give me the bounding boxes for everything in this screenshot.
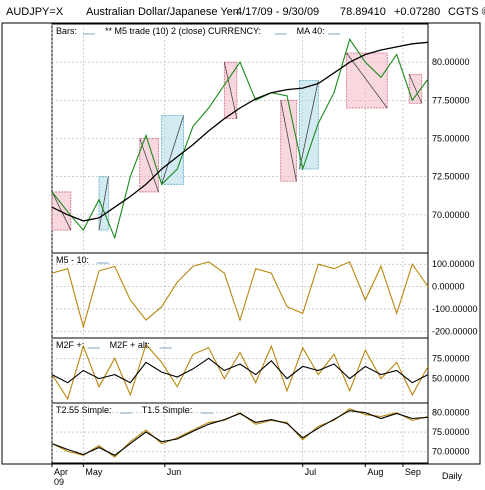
series-simple-1 <box>51 410 429 456</box>
legend-price-1: ** M5 trade (10) 2 (close) CURRENCY: <box>105 26 261 36</box>
ytick-m5-2: 0.00000 <box>432 282 465 292</box>
ytick-price-3: 77.50000 <box>432 95 470 105</box>
chart-header: AUDJPY=X Australian Dollar/Japanese Yen … <box>0 0 485 22</box>
legend-simple-1: T1.5 Simple: <box>142 405 193 415</box>
xtick-label-4: Aug <box>367 467 383 477</box>
ytick-price-2: 75.00000 <box>432 134 470 144</box>
date-range: 4/17/09 - 9/30/09 <box>236 6 320 18</box>
trade-line-4 <box>223 62 238 119</box>
trade-line-0 <box>51 191 72 231</box>
trade-line-7 <box>346 52 388 109</box>
symbol: AUDJPY=X <box>6 6 64 18</box>
legend-price-2: MA 40: <box>297 26 325 36</box>
xaxis-year: 09 <box>54 477 64 487</box>
series-m5-0 <box>51 261 429 329</box>
xtick-label-5: Sep <box>405 467 421 477</box>
ytick-price-4: 80.00000 <box>432 57 470 67</box>
price-change: +0.07280 <box>394 6 441 18</box>
series-simple-0 <box>51 408 429 458</box>
xtick-label-1: May <box>85 467 103 477</box>
xtick-label-3: Jul <box>305 467 317 477</box>
ytick-simple-0: 70.00000 <box>432 446 470 456</box>
ytick-m2f-0: 50.00000 <box>432 374 470 384</box>
ytick-price-0: 70.00000 <box>432 210 470 220</box>
series-price-1 <box>51 41 429 222</box>
series-m2f-0 <box>51 343 429 401</box>
trade-line-1 <box>98 176 109 231</box>
trade-line-5 <box>280 100 297 182</box>
last-price: 78.89410 <box>340 6 386 18</box>
ytick-simple-1: 75.00000 <box>432 427 470 437</box>
legend-simple-0: T2.55 Simple: <box>56 405 112 415</box>
panel-frame-m5 <box>51 252 429 339</box>
instrument-name: Australian Dollar/Japanese Yen <box>86 6 239 18</box>
trade-line-2 <box>139 138 159 193</box>
ytick-m2f-1: 75.00000 <box>432 353 470 363</box>
ytick-m5-0: -200.00000 <box>432 326 478 336</box>
ytick-m5-1: -100.00000 <box>432 304 478 314</box>
xtick-label-0: Apr <box>54 467 68 477</box>
legend-m2f-0: M2F +: <box>56 340 84 350</box>
legend-m2f-1: M2F + alt: <box>110 340 150 350</box>
legend-price-0: Bars: <box>56 26 77 36</box>
ytick-simple-2: 80.00000 <box>432 408 470 418</box>
legend-m5-0: M5 - 10: <box>56 255 89 265</box>
source-credit: CGTS © <box>448 6 485 18</box>
trade-line-8 <box>408 74 423 104</box>
outer-frame <box>1 22 481 465</box>
xtick-label-2: Jun <box>167 467 182 477</box>
trade-line-3 <box>161 115 184 185</box>
ytick-price-1: 72.50000 <box>432 172 470 182</box>
trade-line-6 <box>299 80 319 170</box>
series-price-0 <box>51 38 429 240</box>
ytick-m5-3: 100.00000 <box>432 259 475 269</box>
frequency-label: Daily <box>442 471 463 481</box>
series-m2f-1 <box>51 357 429 384</box>
